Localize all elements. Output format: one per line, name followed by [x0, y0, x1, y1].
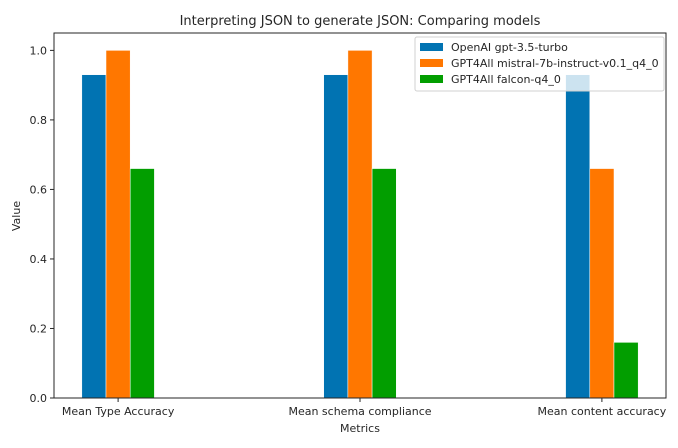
- y-tick-label: 0.2: [30, 322, 48, 335]
- legend-label: OpenAI gpt-3.5-turbo: [451, 41, 568, 54]
- y-tick-label: 1.0: [30, 44, 48, 57]
- chart-title: Interpreting JSON to generate JSON: Comp…: [180, 14, 541, 29]
- bar-1-2: [589, 168, 615, 399]
- y-tick-label: 0.4: [30, 253, 48, 266]
- x-tick-label: Mean schema compliance: [288, 405, 431, 418]
- x-tick-label: Mean content accuracy: [538, 405, 667, 418]
- bar-0-1: [323, 74, 349, 399]
- y-axis-label: Value: [10, 201, 23, 231]
- bar-1-1: [347, 50, 373, 399]
- x-tick-label: Mean Type Accuracy: [62, 405, 175, 418]
- y-tick-label: 0.0: [30, 392, 48, 405]
- bars-group: [81, 50, 639, 399]
- bar-2-2: [613, 342, 639, 399]
- bar-0-2: [565, 74, 591, 399]
- y-tick-label: 0.6: [30, 183, 48, 196]
- legend-swatch: [420, 75, 443, 83]
- legend-swatch: [420, 43, 443, 51]
- legend: OpenAI gpt-3.5-turbo GPT4All mistral-7b-i…: [414, 36, 665, 92]
- bar-2-0: [129, 168, 155, 399]
- bar-2-1: [371, 168, 397, 399]
- bar-1-0: [105, 50, 131, 399]
- legend-swatch: [420, 59, 443, 67]
- legend-label: GPT4All falcon-q4_0: [451, 73, 561, 86]
- axes-group: 0.0 0.2 0.4 0.6 0.8 1.0 Mean Type Accuracy Mean…: [30, 32, 667, 418]
- bar-0-0: [81, 74, 107, 399]
- y-tick-label: 0.8: [30, 114, 48, 127]
- legend-label: GPT4All mistral-7b-instruct-v0.1_q4_0: [451, 57, 659, 70]
- legend-box: [414, 36, 665, 92]
- x-axis-label: Metrics: [340, 422, 380, 435]
